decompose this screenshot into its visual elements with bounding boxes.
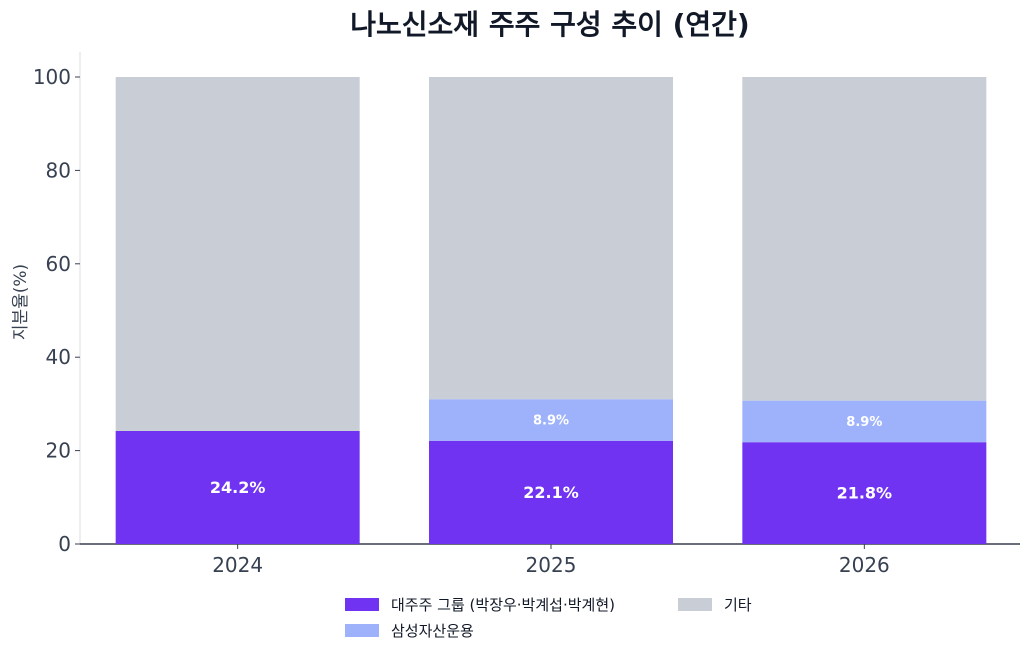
legend-swatch [345, 624, 379, 637]
legend-label: 기타 [724, 596, 752, 614]
bar-segment [429, 399, 673, 441]
data-label: 21.8% [837, 484, 893, 503]
legend-label: 삼성자산운용 [391, 622, 474, 640]
legend-swatch [345, 598, 379, 611]
y-tick-label: 80 [46, 158, 71, 182]
y-tick-label: 40 [46, 345, 71, 369]
x-tick-label: 2026 [839, 553, 890, 577]
bar-segment [115, 430, 360, 544]
data-label: 8.9% [846, 415, 882, 430]
x-tick-label: 2024 [212, 553, 263, 577]
y-tick-label: 60 [46, 252, 71, 276]
y-axis-label: 지분율(%) [11, 264, 31, 340]
y-tick-label: 0 [58, 532, 71, 556]
chart-title: 나노신소재 주주 구성 추이 (연간) [350, 8, 749, 41]
bar-segment [429, 440, 673, 544]
data-label: 8.9% [533, 414, 569, 429]
x-tick-label: 2025 [526, 553, 577, 577]
bar-segment [742, 400, 987, 443]
y-tick-label: 100 [33, 65, 71, 89]
bar-segment [115, 77, 360, 431]
bar-segment [429, 77, 673, 400]
legend-label: 대주주 그룹 (박장우·박계섭·박계현) [391, 596, 615, 614]
legend: 대주주 그룹 (박장우·박계섭·박계현) 삼성자산운용 기타 [345, 596, 752, 640]
plot-area: 0 20 40 60 80 100 24.2% 2024 22.1% 8.9% 2025 21.8% 8… [33, 52, 1020, 577]
bar-segment [742, 442, 987, 544]
legend-swatch [678, 598, 712, 611]
data-label: 22.1% [523, 483, 579, 502]
data-label: 24.2% [210, 478, 266, 497]
y-tick-label: 20 [46, 439, 71, 463]
bar-segment [742, 77, 987, 401]
